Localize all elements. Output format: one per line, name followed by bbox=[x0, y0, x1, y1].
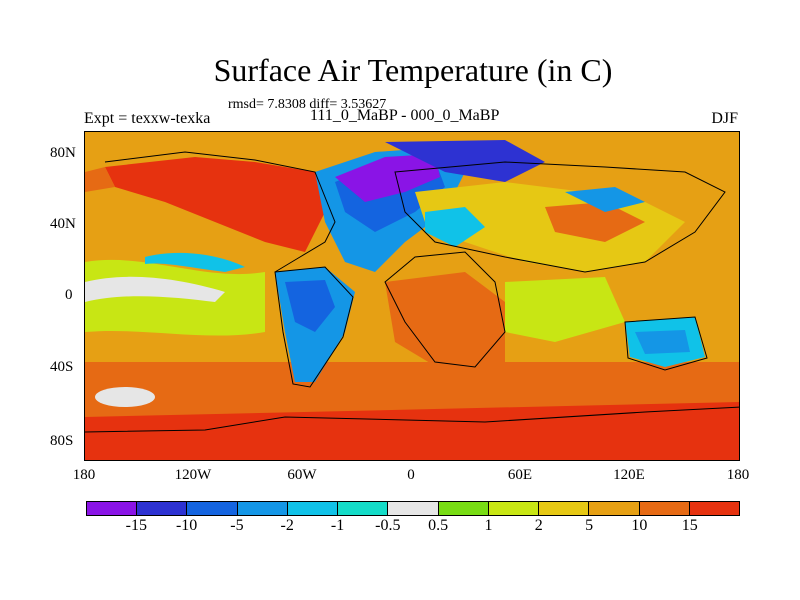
case-label: 111_0_MaBP - 000_0_MaBP bbox=[310, 107, 500, 124]
cold-core-field bbox=[335, 154, 440, 202]
colorbar-box bbox=[287, 502, 339, 515]
colorbar-box bbox=[87, 502, 138, 515]
colorbar-box bbox=[488, 502, 540, 515]
lat-label-80s: 80S bbox=[50, 433, 74, 449]
colorbar-box bbox=[237, 502, 288, 515]
south-atlantic-field bbox=[385, 272, 505, 372]
lat-label-0: 0 bbox=[65, 287, 73, 303]
lat-label-40n: 40N bbox=[50, 216, 76, 232]
lon-label-60w: 60W bbox=[287, 467, 317, 483]
lat-label-80n: 80N bbox=[50, 145, 76, 161]
colorbar-box bbox=[689, 502, 740, 515]
colorbar-label: -0.5 bbox=[375, 517, 401, 534]
colorbar-label: -2 bbox=[280, 517, 294, 534]
north-america-field bbox=[105, 157, 325, 252]
lon-label-180w: 180 bbox=[72, 467, 96, 483]
colorbar-box bbox=[137, 502, 188, 515]
coastline-outlines bbox=[85, 151, 739, 433]
temperature-map bbox=[84, 131, 740, 461]
colorbar bbox=[86, 501, 740, 516]
lon-label-0: 0 bbox=[407, 467, 415, 483]
colorbar-label: 10 bbox=[631, 517, 648, 534]
lat-label-40s: 40S bbox=[50, 359, 74, 375]
colorbar-box bbox=[187, 502, 238, 515]
colorbar-label: 0.5 bbox=[428, 517, 449, 534]
colorbar-box bbox=[539, 502, 590, 515]
chart-title: Surface Air Temperature (in C) bbox=[213, 52, 613, 88]
lon-label-180e: 180 bbox=[726, 467, 750, 483]
stats-label: rmsd= 7.8308 diff= 3.53627 bbox=[228, 97, 387, 112]
colorbar-label: 1 bbox=[484, 517, 493, 534]
colorbar-label: -5 bbox=[230, 517, 244, 534]
colorbar-box bbox=[388, 502, 439, 515]
lon-label-120w: 120W bbox=[174, 467, 212, 483]
pacific-neutral-band bbox=[85, 276, 225, 302]
lon-label-120e: 120E bbox=[613, 467, 645, 483]
experiment-label: Expt = texxw-texka bbox=[84, 110, 211, 127]
lon-label-60e: 60E bbox=[507, 467, 533, 483]
season-label: DJF bbox=[711, 110, 738, 127]
colorbar-label: 2 bbox=[534, 517, 543, 534]
colorbar-box bbox=[338, 502, 389, 515]
colorbar-label: 15 bbox=[681, 517, 698, 534]
colorbar-label: 5 bbox=[585, 517, 594, 534]
map-svg bbox=[85, 132, 739, 460]
colorbar-box bbox=[589, 502, 640, 515]
colorbar-label: -1 bbox=[330, 517, 345, 534]
colorbar-box bbox=[438, 502, 489, 515]
colorbar-box bbox=[639, 502, 690, 515]
colorbar-label: -10 bbox=[175, 517, 198, 534]
colorbar-label: -15 bbox=[125, 517, 147, 534]
